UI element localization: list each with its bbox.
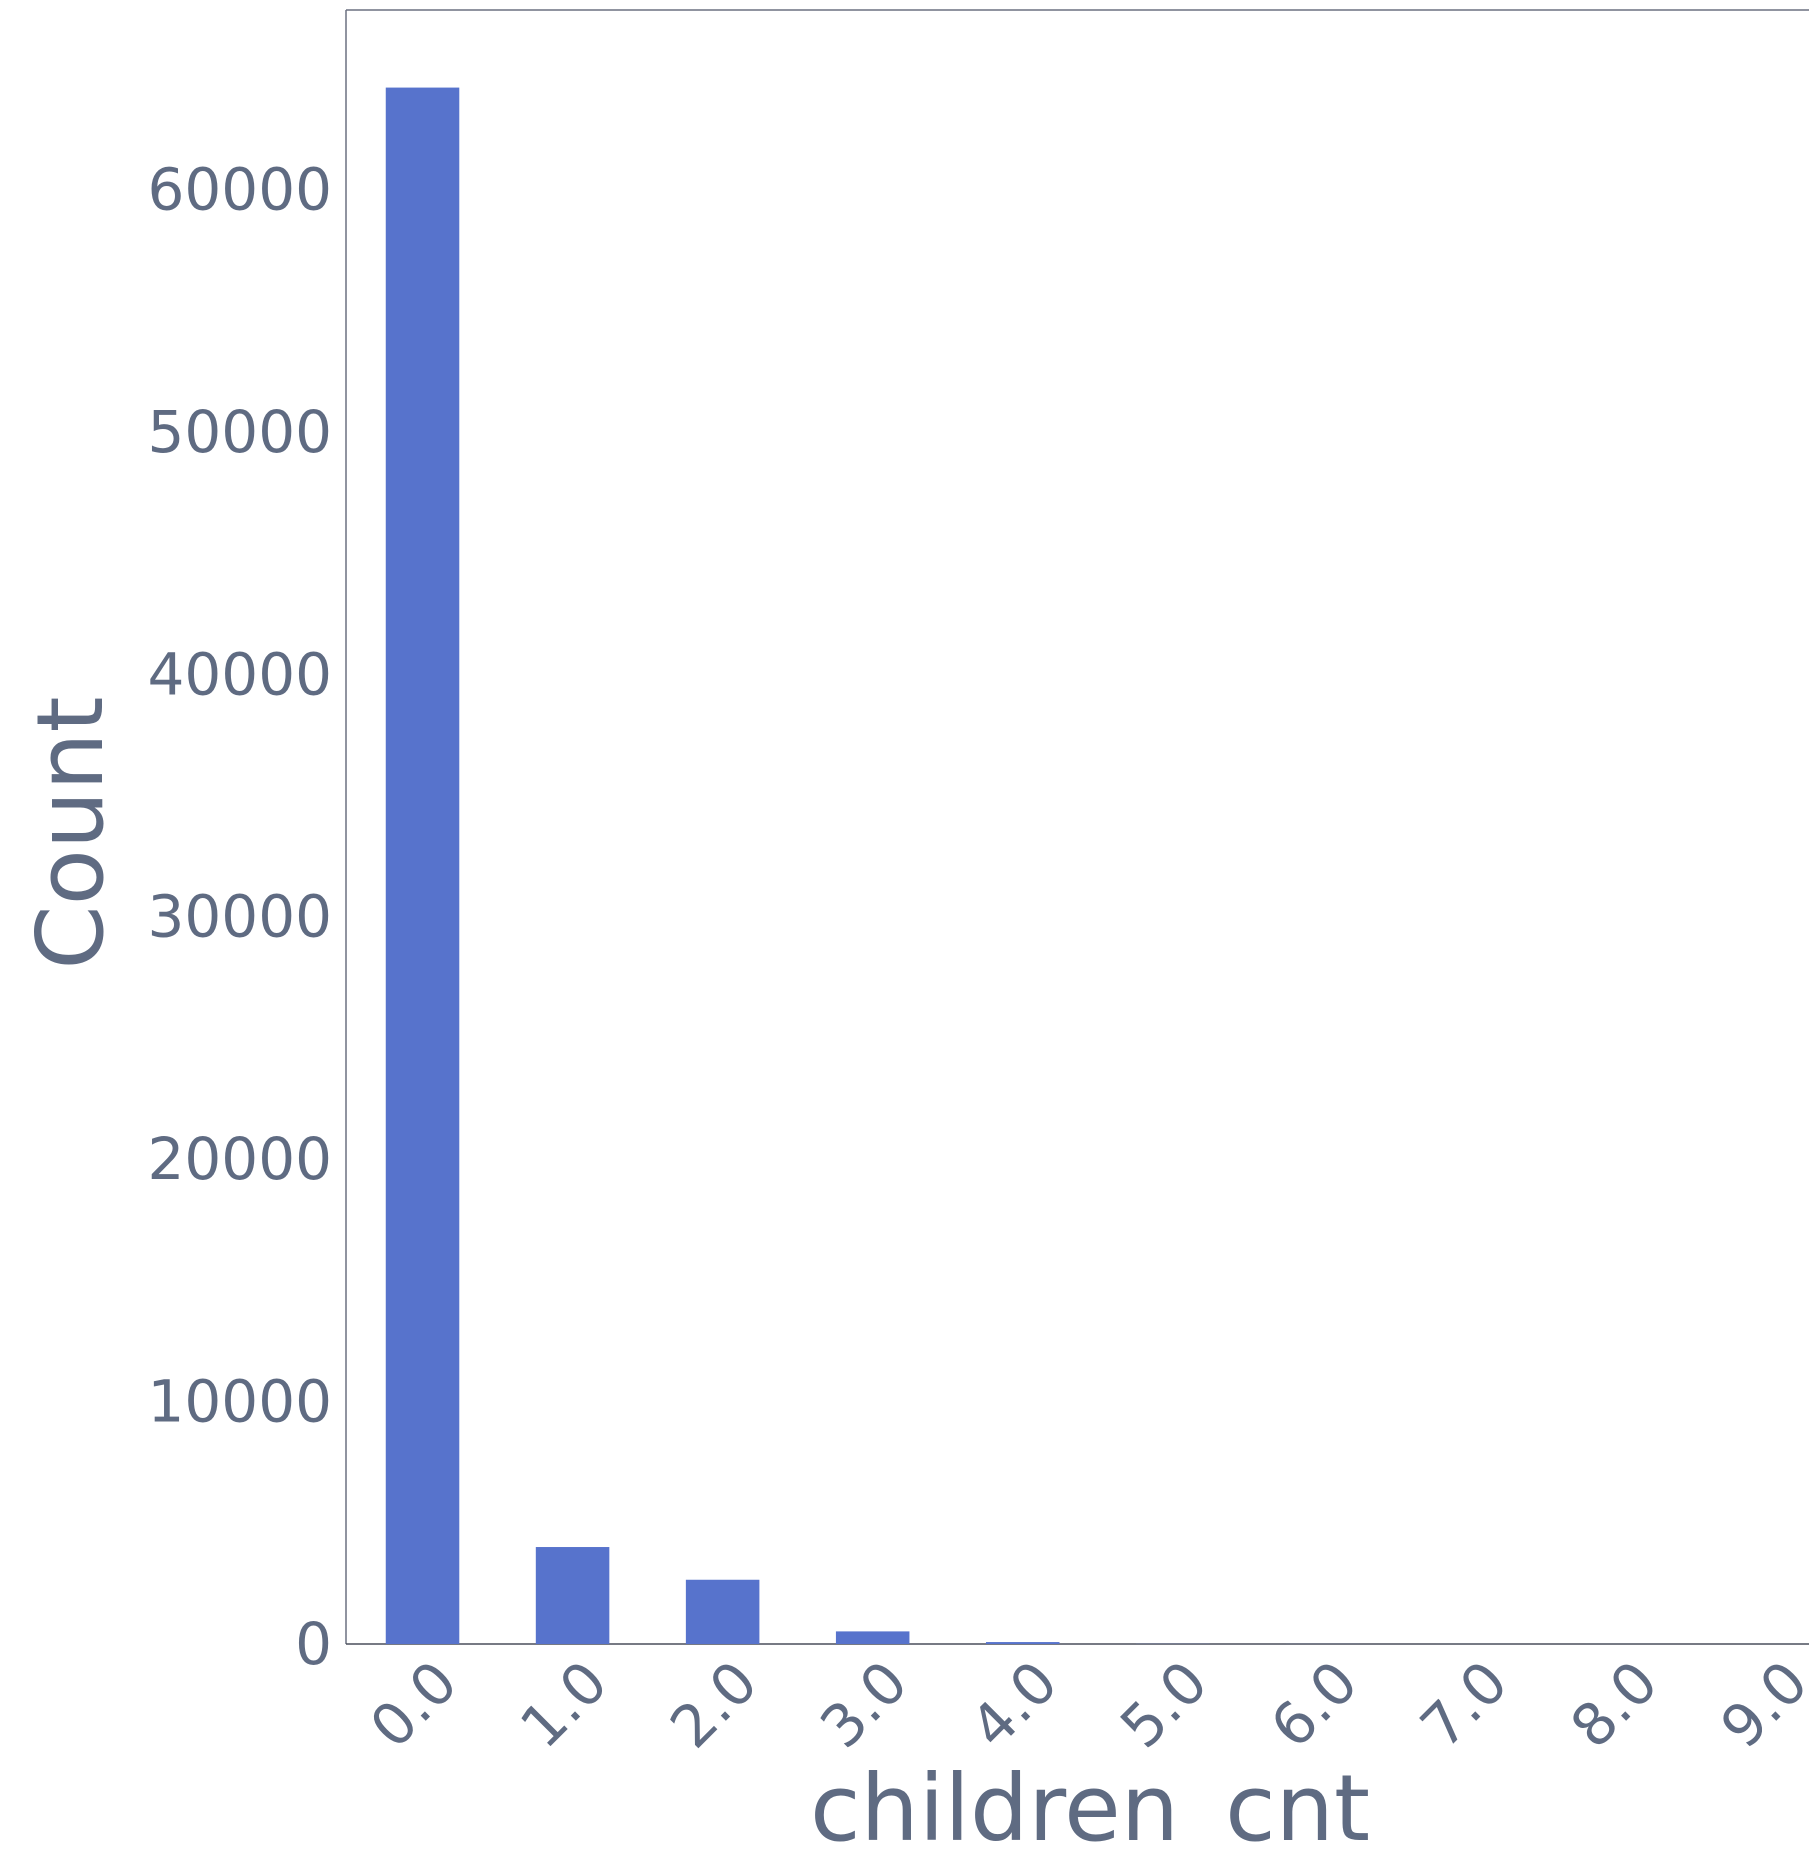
bar-3.0 [835, 1631, 910, 1644]
y-axis-label: Count [17, 696, 124, 969]
x-tick-label: 0.0 [357, 1648, 470, 1761]
x-tick-label: 7.0 [1407, 1648, 1520, 1761]
y-tick-label: 30000 [147, 883, 332, 951]
bar-2.0 [685, 1579, 760, 1644]
x-tick-label: 6.0 [1257, 1648, 1370, 1761]
y-axis-ticks: 0 10000 20000 30000 40000 50000 60000 [147, 155, 332, 1678]
y-tick-label: 10000 [147, 1368, 332, 1436]
bar-0.0 [385, 87, 460, 1645]
y-tick-label: 40000 [147, 640, 332, 708]
bars [385, 87, 1809, 1645]
bar-4.0 [985, 1642, 1060, 1644]
y-tick-label: 50000 [147, 398, 332, 466]
x-tick-label: 3.0 [807, 1648, 920, 1761]
y-tick-label: 60000 [147, 155, 332, 223]
x-tick-label: 4.0 [957, 1648, 1070, 1761]
plot-frame [345, 9, 1809, 1645]
y-tick-label: 0 [295, 1610, 332, 1678]
x-axis-ticks: 0.0 1.0 2.0 3.0 4.0 5.0 6.0 7.0 8.0 9.0 [357, 1648, 1809, 1761]
bar-1.0 [535, 1547, 610, 1644]
y-tick-label: 20000 [147, 1125, 332, 1193]
x-tick-label: 8.0 [1558, 1648, 1671, 1761]
x-tick-label: 1.0 [507, 1648, 620, 1761]
x-tick-label: 5.0 [1107, 1648, 1220, 1761]
x-axis-label: children_cnt [810, 1755, 1370, 1853]
x-tick-label: 2.0 [657, 1648, 770, 1761]
x-tick-label: 9.0 [1708, 1648, 1809, 1761]
